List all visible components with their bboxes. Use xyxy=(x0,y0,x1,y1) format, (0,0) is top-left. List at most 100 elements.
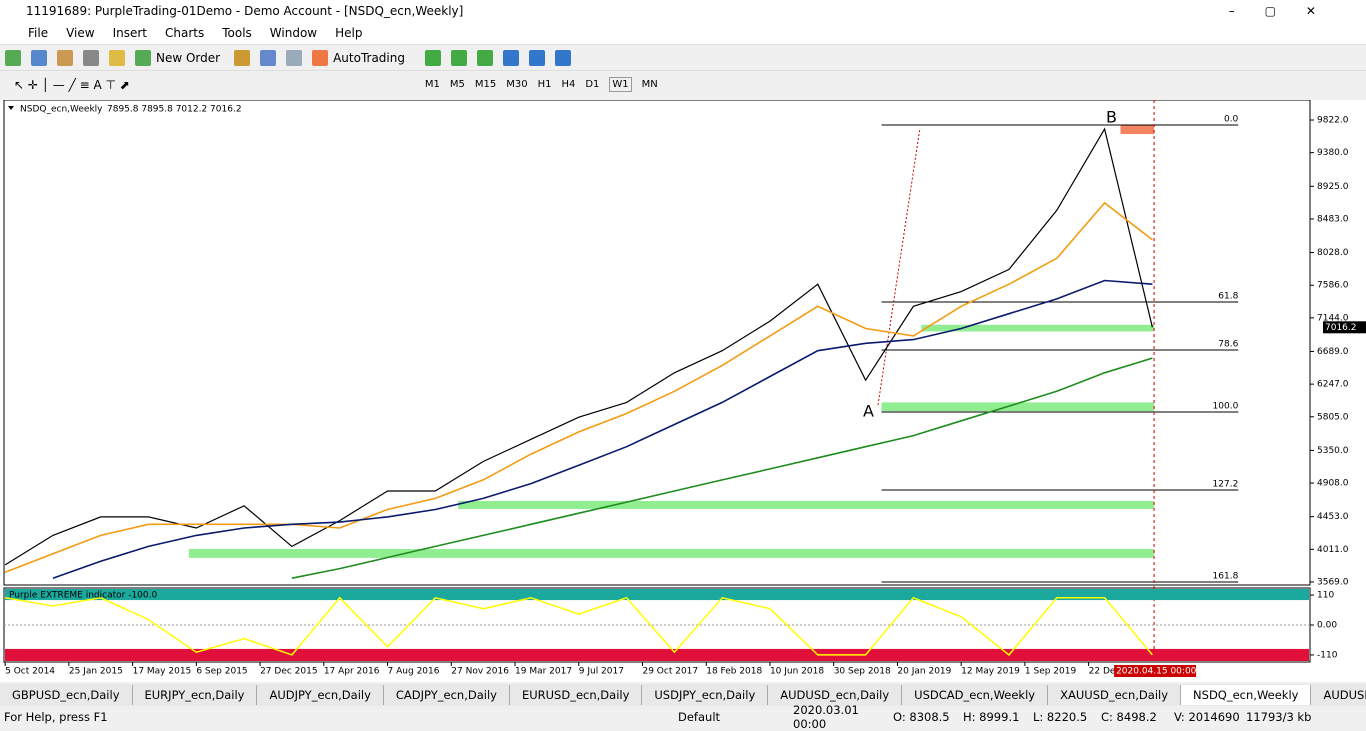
icon[interactable] xyxy=(502,50,519,66)
zone xyxy=(1120,125,1155,135)
chart: NSDQ_ecn,Weekly 7895.8 7895.8 7012.2 7016… xyxy=(0,100,1366,682)
fib-label: 61.8 xyxy=(1218,291,1238,301)
menu-item[interactable]: Charts xyxy=(165,26,205,40)
chart-tab[interactable]: GBPUSD_ecn,Daily xyxy=(0,685,133,705)
chart-tab[interactable]: EURJPY_ecn,Daily xyxy=(133,685,258,705)
y-tick-label: 5350.0 xyxy=(1317,446,1349,456)
timeframe-button[interactable]: M1 xyxy=(424,79,440,90)
price-pane xyxy=(3,100,1311,586)
icon[interactable] xyxy=(5,50,21,66)
status-open: O: 8308.5 xyxy=(893,710,950,724)
menu-item[interactable]: Insert xyxy=(112,26,147,40)
y-tick-label: 4453.0 xyxy=(1317,512,1349,522)
menu-bar: File View Insert Charts Tools Window Help xyxy=(0,22,1366,44)
fib-label: 0.0 xyxy=(1224,115,1239,125)
x-tick-label: 5 Oct 2014 xyxy=(5,667,55,677)
icon[interactable] xyxy=(312,50,329,66)
indicator-line xyxy=(4,596,1153,656)
y-tick-label: 9822.0 xyxy=(1317,116,1349,126)
x-tick-label: 17 May 2015 xyxy=(133,667,192,677)
upper-band xyxy=(5,589,1309,601)
fib-label: 78.6 xyxy=(1218,339,1238,349)
y-tick-label: 8925.0 xyxy=(1317,182,1349,192)
point-a: A xyxy=(863,402,874,421)
icon[interactable] xyxy=(286,50,303,66)
fib-label: 161.8 xyxy=(1213,571,1239,581)
x-tick-label: 6 Sep 2015 xyxy=(196,667,247,677)
vline-tag xyxy=(1114,665,1197,677)
x-tick-label: 27 Dec 2015 xyxy=(260,667,318,677)
chart-tab[interactable]: USDJPY_ecn,Daily xyxy=(642,685,769,705)
timeframe-button[interactable]: D1 xyxy=(585,79,600,90)
tab-bar: GBPUSD_ecn,Daily EURJPY_ecn,Daily AUDJPY_e… xyxy=(0,684,1366,706)
chart-tab[interactable]: XAUUSD_ecn,Daily xyxy=(1048,685,1182,705)
y-tick-label: 4011.0 xyxy=(1317,545,1349,555)
x-tick-label: 12 May 2019 xyxy=(961,667,1020,677)
timeframe-button[interactable]: W1 xyxy=(609,77,632,92)
symbol-arrow xyxy=(8,106,14,110)
menu-item[interactable]: Window xyxy=(269,26,318,40)
y-tick-label: 6247.0 xyxy=(1317,380,1349,390)
chart-tab[interactable]: CADJPY_ecn,Daily xyxy=(384,685,510,705)
y-tick-label: 9380.0 xyxy=(1317,148,1349,158)
menu-item[interactable]: File xyxy=(28,26,49,40)
x-tick-label: 10 Jun 2018 xyxy=(770,667,824,677)
new-order-button[interactable]: New Order xyxy=(156,51,221,65)
chart-tab[interactable]: EURUSD_ecn,Daily xyxy=(510,685,643,705)
icon[interactable] xyxy=(109,50,125,66)
icon[interactable] xyxy=(450,50,467,66)
icon[interactable] xyxy=(83,50,99,66)
icon[interactable] xyxy=(31,50,47,66)
indicator-name: Purple EXTREME indicator -100.0 xyxy=(9,591,157,601)
indicator-tick-label: -110 xyxy=(1317,650,1338,660)
drawing-tools[interactable]: ↖ ✛ │ — ╱ ≡ A ⊤ ⬈ xyxy=(14,77,130,92)
timeframe-button[interactable]: M15 xyxy=(474,79,497,90)
status-bar: For Help, press F1 Default 2020.03.01 00… xyxy=(0,703,1366,731)
y-tick-label: 7144.0 xyxy=(1317,313,1349,323)
icon[interactable] xyxy=(424,50,441,66)
chart-tab[interactable]: AUDUSD_ecn,M1 xyxy=(1311,685,1366,705)
autotrading-button[interactable]: AutoTrading xyxy=(333,51,405,65)
y-tick-label: 8028.0 xyxy=(1317,248,1349,258)
moving-average xyxy=(4,201,1153,574)
chart-tab[interactable]: NSDQ_ecn,Weekly xyxy=(1181,685,1312,705)
chart-tab[interactable]: AUDJPY_ecn,Daily xyxy=(257,685,384,705)
timeframe-button[interactable]: H1 xyxy=(537,79,552,90)
price-tag xyxy=(1323,321,1366,334)
y-tick-label: 5805.0 xyxy=(1317,412,1349,422)
window-title: 11191689: PurpleTrading-01Demo - Demo Ac… xyxy=(26,4,464,18)
icon[interactable] xyxy=(234,50,251,66)
timeframe-button[interactable]: H4 xyxy=(561,79,576,90)
price-tag-label: 7016.2 xyxy=(1325,323,1357,333)
toolbar: New Order AutoTrading xyxy=(0,44,1366,71)
fib-trend xyxy=(877,127,921,406)
ohlc-label: 7895.8 7895.8 7012.2 7016.2 xyxy=(107,105,242,115)
symbol-label: NSDQ_ecn,Weekly xyxy=(20,105,103,115)
x-tick-label: 25 Jan 2015 xyxy=(69,667,123,677)
icon[interactable] xyxy=(528,50,545,66)
menu-item[interactable]: Help xyxy=(335,26,363,40)
icon[interactable] xyxy=(554,50,571,66)
timeframe-button[interactable]: M5 xyxy=(449,79,465,90)
window-controls[interactable]: –▢✕ xyxy=(1228,4,1346,18)
zone xyxy=(188,549,1155,558)
menu-item[interactable]: Tools xyxy=(222,26,252,40)
icon[interactable] xyxy=(57,50,73,66)
timeframe-button[interactable]: M30 xyxy=(506,79,528,90)
x-tick-label: 17 Apr 2016 xyxy=(324,667,380,677)
moving-average xyxy=(52,279,1153,579)
status-time: 2020.03.01 00:00 xyxy=(793,703,859,731)
icon[interactable] xyxy=(476,50,493,66)
icon[interactable] xyxy=(260,50,277,66)
y-tick-label: 8483.0 xyxy=(1317,214,1349,224)
chart-tab[interactable]: AUDUSD_ecn,Daily xyxy=(768,685,903,705)
icon[interactable] xyxy=(135,50,151,66)
menu-item[interactable]: View xyxy=(66,26,95,40)
timeframe-button[interactable]: MN xyxy=(641,79,658,90)
x-tick-label: 9 Jul 2017 xyxy=(579,667,624,677)
indicator-tick-label: 110 xyxy=(1317,591,1334,601)
chart-tab[interactable]: USDCAD_ecn,Weekly xyxy=(902,685,1049,705)
status-help: For Help, press F1 xyxy=(4,710,108,724)
y-tick-label: 4908.0 xyxy=(1317,479,1349,489)
